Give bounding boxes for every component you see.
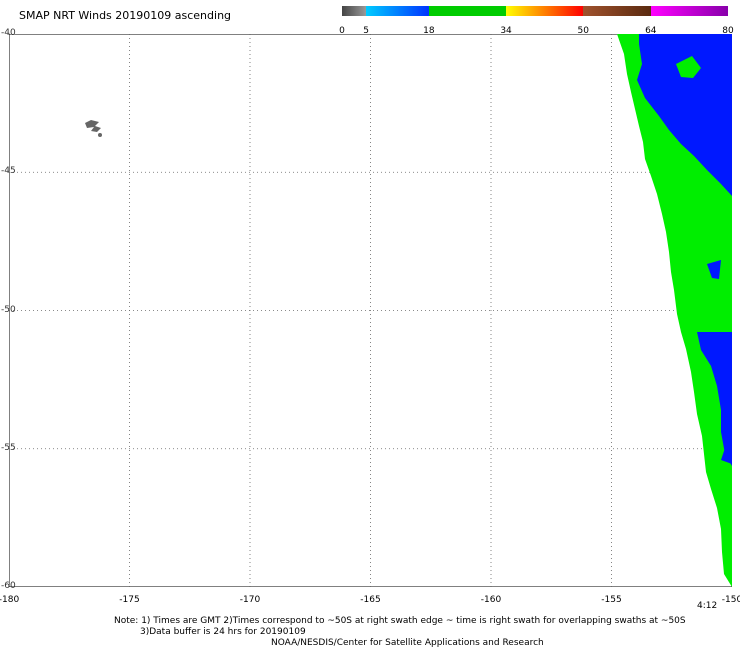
wind-map bbox=[9, 34, 732, 587]
note-line-2: 3)Data buffer is 24 hrs for 20190109 bbox=[140, 627, 306, 637]
longitude-tick-label: -150 bbox=[721, 595, 740, 605]
colorbar-label: 64 bbox=[645, 26, 657, 36]
longitude-tick-label: -175 bbox=[119, 595, 140, 605]
colorbar-segment bbox=[342, 6, 367, 16]
colorbar-segment bbox=[583, 6, 651, 16]
swath-mid-patch bbox=[676, 56, 701, 78]
longitude-tick-label: -180 bbox=[0, 595, 20, 605]
wind-speed-colorbar: 0 5 18 34 50 64 80 bbox=[339, 6, 734, 36]
latitude-tick-label: -40 bbox=[1, 28, 16, 38]
island-shape bbox=[85, 120, 101, 132]
latitude-tick-label: -60 bbox=[1, 581, 16, 591]
colorbar-label: 50 bbox=[577, 26, 589, 36]
colorbar-label: 18 bbox=[423, 26, 435, 36]
colorbar-label: 34 bbox=[500, 26, 512, 36]
note-line-3: NOAA/NESDIS/Center for Satellite Applica… bbox=[271, 638, 544, 648]
swath-time-label: 4:12 bbox=[697, 601, 718, 611]
colorbar-segment bbox=[428, 6, 507, 16]
swath-mid-region bbox=[617, 34, 732, 587]
swath-low-region-south bbox=[697, 332, 732, 466]
longitude-tick-label: -160 bbox=[480, 595, 502, 605]
colorbar-segment bbox=[366, 6, 429, 16]
island-dot bbox=[98, 133, 102, 137]
longitude-tick-label: -170 bbox=[239, 595, 261, 605]
latitude-tick-label: -55 bbox=[1, 442, 16, 453]
map-gridlines bbox=[9, 34, 732, 587]
swath-low-patch-south bbox=[721, 416, 732, 464]
colorbar-label: 0 bbox=[339, 26, 345, 36]
colorbar-label: 5 bbox=[363, 26, 369, 36]
latitude-tick-label: -45 bbox=[1, 166, 16, 177]
longitude-tick-label: -155 bbox=[601, 595, 622, 605]
longitude-tick-label: -165 bbox=[360, 595, 381, 605]
note-line-1: Note: 1) Times are GMT 2)Times correspon… bbox=[114, 616, 686, 626]
swath-low-region-north bbox=[637, 34, 732, 196]
colorbar-segment bbox=[506, 6, 584, 16]
swath-low-patch-mid bbox=[707, 260, 721, 279]
colorbar-segment bbox=[650, 6, 728, 16]
map-title: SMAP NRT Winds 20190109 ascending bbox=[19, 9, 232, 22]
colorbar-label: 80 bbox=[722, 26, 734, 36]
latitude-tick-label: -50 bbox=[1, 304, 16, 315]
